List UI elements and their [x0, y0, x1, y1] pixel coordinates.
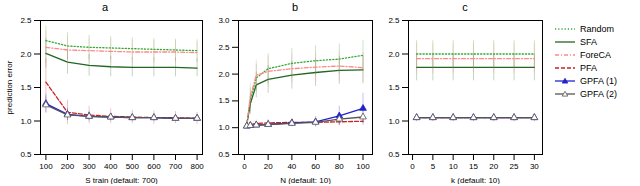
svg-text:2.0: 2.0: [218, 70, 230, 79]
html-text:GPFA (1): GPFA (1): [580, 75, 617, 86]
html-text:b: b: [291, 1, 299, 13]
svg-text:10: 10: [449, 162, 458, 171]
html-text:SFA: SFA: [580, 36, 597, 47]
svg-text:0.5: 0.5: [218, 150, 230, 159]
html-text:GPFA (2): GPFA (2): [580, 88, 617, 99]
svg-text:600: 600: [147, 162, 161, 171]
svg-text:300: 300: [82, 162, 96, 171]
svg-text:15: 15: [469, 162, 478, 171]
svg-text:20: 20: [264, 162, 273, 171]
svg-text:3.0: 3.0: [218, 16, 230, 25]
svg-text:2.5: 2.5: [218, 43, 230, 52]
svg-text:1.5: 1.5: [218, 96, 230, 105]
svg-text:0.5: 0.5: [388, 150, 400, 159]
svg-text:1.0: 1.0: [388, 117, 400, 126]
svg-text:25: 25: [510, 162, 519, 171]
svg-text:1.5: 1.5: [20, 83, 32, 92]
svg-text:1.0: 1.0: [218, 123, 230, 132]
svg-text:S train (default: 700): S train (default: 700): [85, 176, 158, 185]
svg-text:500: 500: [126, 162, 140, 171]
svg-text:700: 700: [169, 162, 183, 171]
svg-text:2.5: 2.5: [388, 16, 400, 25]
svg-text:2.0: 2.0: [20, 50, 32, 59]
svg-text:800: 800: [190, 162, 204, 171]
svg-text:100: 100: [39, 162, 53, 171]
html-text:c: c: [462, 1, 468, 13]
svg-text:200: 200: [61, 162, 75, 171]
svg-text:0: 0: [410, 162, 415, 171]
svg-text:0.5: 0.5: [20, 150, 32, 159]
svg-text:80: 80: [335, 162, 344, 171]
html-text:Random: Random: [580, 23, 614, 34]
svg-text:30: 30: [530, 162, 539, 171]
svg-text:5: 5: [431, 162, 436, 171]
svg-text:2.5: 2.5: [20, 16, 32, 25]
svg-text:400: 400: [104, 162, 118, 171]
svg-text:40: 40: [287, 162, 296, 171]
svg-text:N (default: 10): N (default: 10): [280, 176, 331, 185]
svg-text:0: 0: [242, 162, 247, 171]
html-text:ForeCA: ForeCA: [580, 49, 611, 60]
svg-text:100: 100: [356, 162, 370, 171]
svg-text:1.5: 1.5: [388, 83, 400, 92]
html-text:a: a: [101, 1, 109, 13]
svg-text:2.0: 2.0: [388, 50, 400, 59]
svg-text:20: 20: [489, 162, 498, 171]
svg-text:60: 60: [311, 162, 320, 171]
svg-text:k (default: 10): k (default: 10): [451, 176, 500, 185]
svg-text:prediction error: prediction error: [5, 60, 14, 114]
html-text:PFA: PFA: [580, 62, 597, 73]
svg-text:1.0: 1.0: [20, 117, 32, 126]
